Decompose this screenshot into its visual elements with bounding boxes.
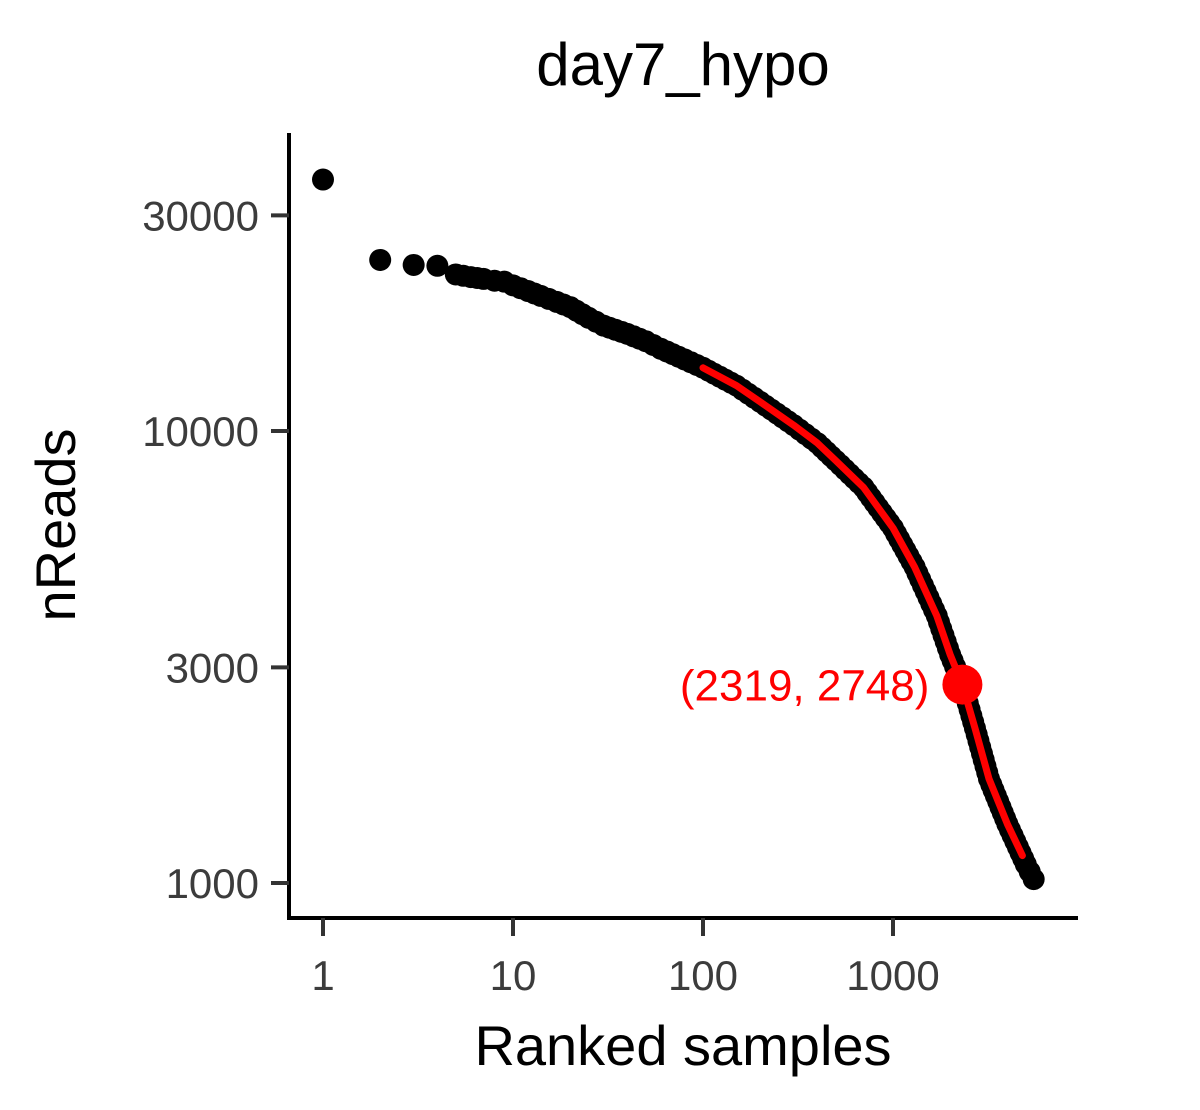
knee-point-marker (942, 664, 983, 705)
data-point (402, 253, 425, 276)
y-tick-label: 30000 (142, 192, 259, 239)
data-point (369, 248, 392, 271)
x-axis-ticks: 1 10 100 1000 (311, 918, 940, 999)
x-tick-label: 1000 (846, 952, 939, 999)
y-tick-label: 1000 (166, 860, 259, 907)
y-axis-title: nReads (24, 428, 87, 621)
data-point (426, 254, 449, 277)
y-axis-ticks: 1000 3000 10000 30000 (142, 192, 289, 907)
x-axis-title: Ranked samples (474, 1014, 891, 1077)
y-tick-label: 10000 (142, 408, 259, 455)
data-point (1022, 868, 1045, 891)
chart-title: day7_hypo (536, 31, 830, 98)
y-tick-label: 3000 (166, 644, 259, 691)
x-tick-label: 1 (311, 952, 334, 999)
plot-area: (2319, 2748) (312, 168, 1045, 891)
fitted-curve-line (699, 364, 1026, 860)
data-point (312, 168, 334, 191)
knee-point-label: (2319, 2748) (680, 662, 930, 711)
x-tick-label: 100 (668, 952, 738, 999)
x-tick-label: 10 (490, 952, 537, 999)
